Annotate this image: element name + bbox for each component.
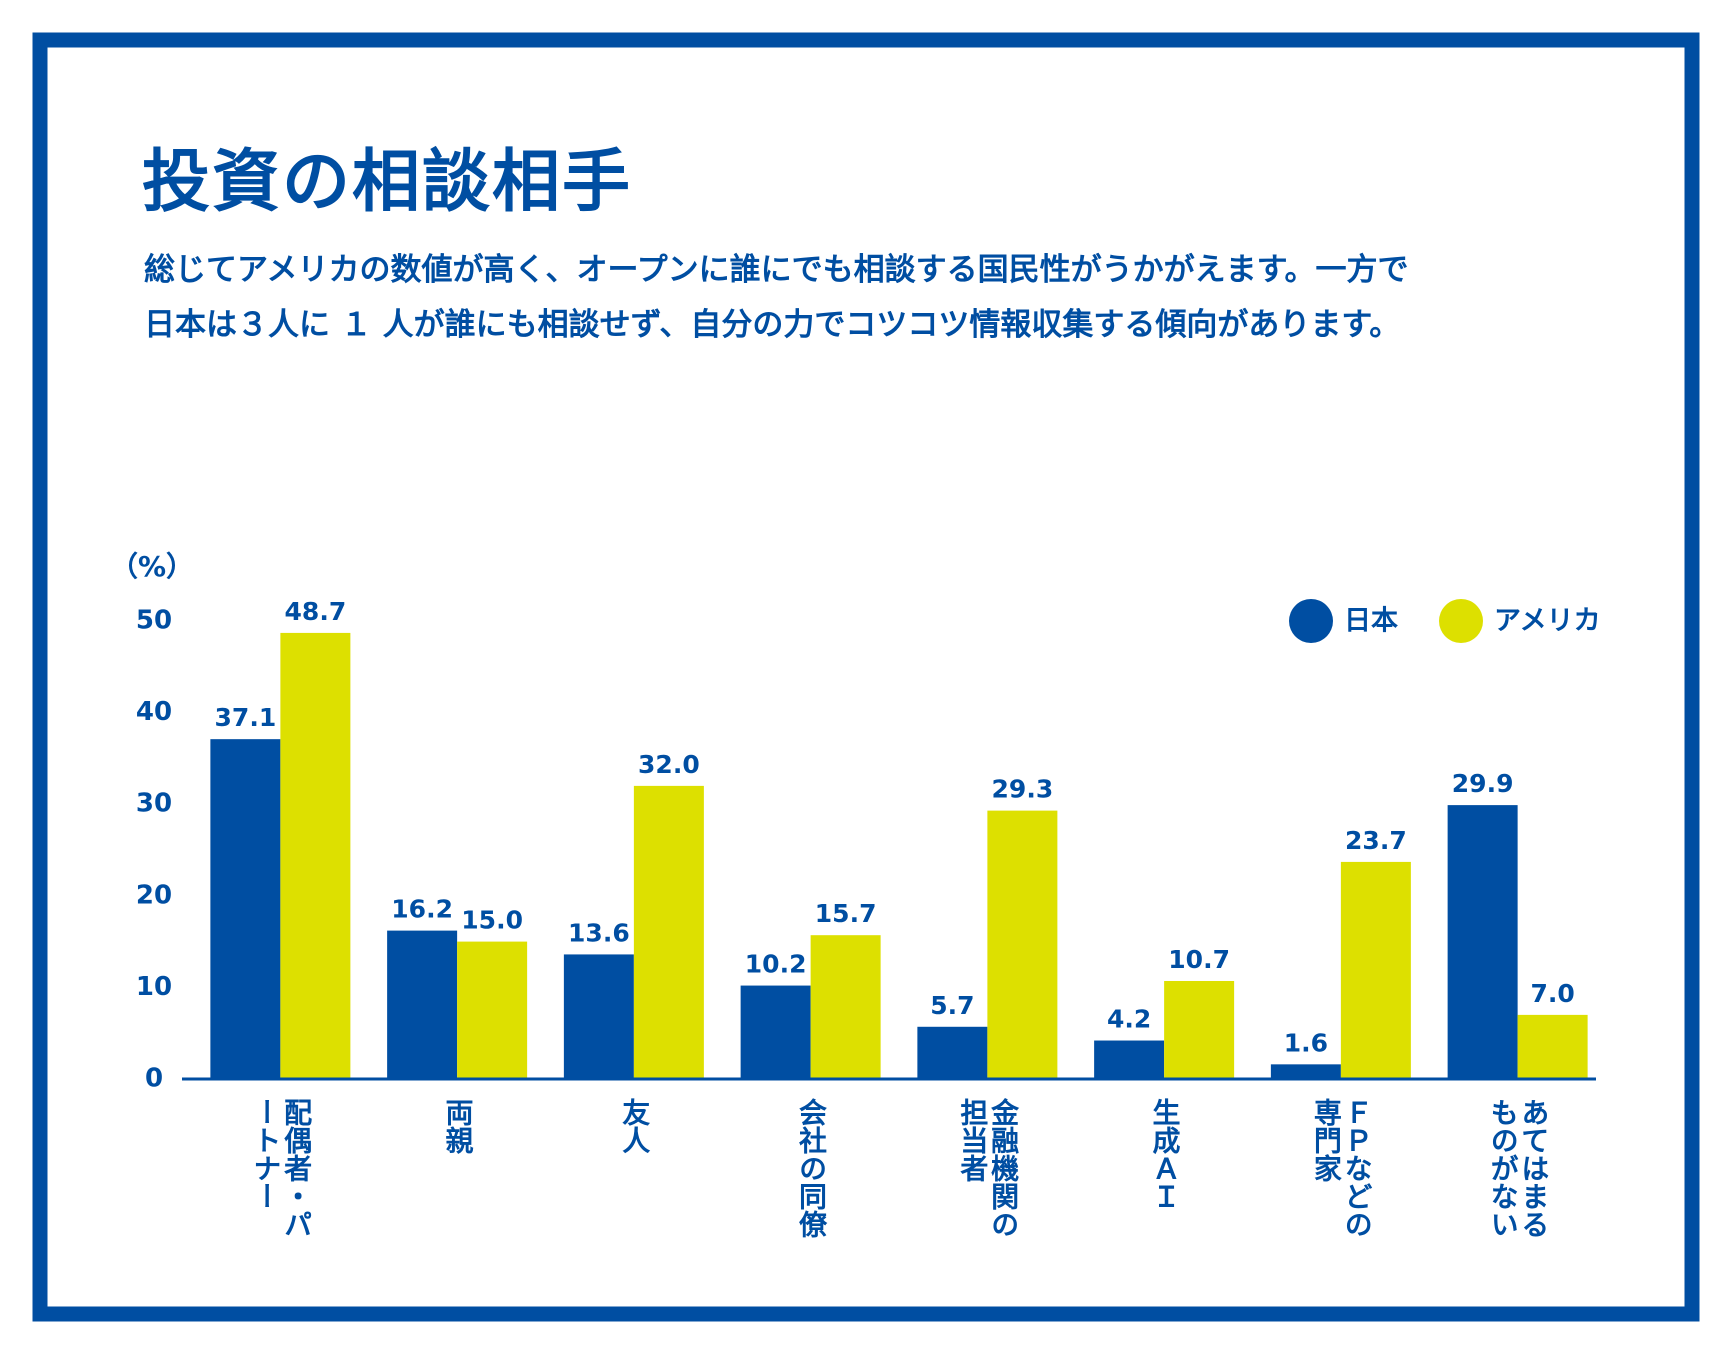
x-tick-label: 生成ＡＩ <box>1148 1098 1182 1210</box>
y-axis-label: （%） <box>110 550 194 583</box>
value-label: 10.7 <box>1168 945 1230 974</box>
x-tick-label: 友人 <box>618 1098 652 1154</box>
x-tick-label: 会社の同僚 <box>795 1098 829 1238</box>
bar <box>740 985 811 1079</box>
bar <box>1340 861 1411 1079</box>
y-tick-label: 30 <box>136 789 172 819</box>
bar <box>1517 1014 1588 1079</box>
value-label: 23.7 <box>1345 826 1407 855</box>
bar <box>457 941 528 1079</box>
value-label: 16.2 <box>391 895 453 924</box>
y-tick-label: 0 <box>145 1064 163 1094</box>
bar <box>1094 1040 1165 1079</box>
y-tick-label: 40 <box>136 697 172 727</box>
bar <box>1447 805 1518 1079</box>
subtitle: 日本は３人に １ 人が誰にも相談せず、自分の力でコツコツ情報収集する傾向がありま… <box>144 307 1401 343</box>
value-label: 32.0 <box>638 750 700 779</box>
subtitle: 総じてアメリカの数値が高く、オープンに誰にでも相談する国民性がうかがえます。一方… <box>144 252 1409 288</box>
legend-swatch <box>1439 599 1483 643</box>
value-label: 5.7 <box>930 991 974 1020</box>
legend-label: アメリカ <box>1494 606 1601 637</box>
value-label: 1.6 <box>1284 1028 1328 1057</box>
bar <box>810 935 881 1079</box>
bar <box>987 810 1058 1079</box>
value-label: 29.9 <box>1452 769 1514 798</box>
value-label: 29.3 <box>992 775 1054 804</box>
bar <box>1270 1064 1341 1079</box>
value-label: 10.2 <box>745 950 807 979</box>
frame <box>32 32 1700 1322</box>
value-label: 15.7 <box>815 899 877 928</box>
y-tick-label: 10 <box>136 972 172 1002</box>
y-tick-label: 20 <box>136 880 172 910</box>
bar <box>563 954 634 1079</box>
bar <box>280 632 351 1079</box>
bar <box>633 785 704 1079</box>
value-label: 13.6 <box>568 918 630 947</box>
value-label: 48.7 <box>285 597 347 626</box>
y-tick-label: 50 <box>136 606 172 636</box>
x-tick-label: あてはまるものがない <box>1486 1098 1551 1238</box>
value-label: 15.0 <box>461 906 523 935</box>
legend-label: 日本 <box>1344 606 1398 637</box>
value-label: 4.2 <box>1107 1005 1151 1034</box>
value-label: 37.1 <box>215 703 277 732</box>
x-tick-label: ＦＰなどの専門家 <box>1309 1098 1374 1238</box>
legend-swatch <box>1289 599 1333 643</box>
value-label: 7.0 <box>1530 979 1574 1008</box>
bar <box>1164 980 1235 1079</box>
x-tick-label: 金融機関の担当者 <box>956 1098 1021 1238</box>
bar <box>387 930 458 1079</box>
bar <box>210 739 281 1079</box>
bar <box>917 1026 988 1079</box>
x-tick-label: 両親 <box>441 1098 475 1154</box>
x-tick-label: 配偶者・パートナー <box>249 1098 314 1238</box>
title: 投資の相談相手 <box>142 143 633 222</box>
